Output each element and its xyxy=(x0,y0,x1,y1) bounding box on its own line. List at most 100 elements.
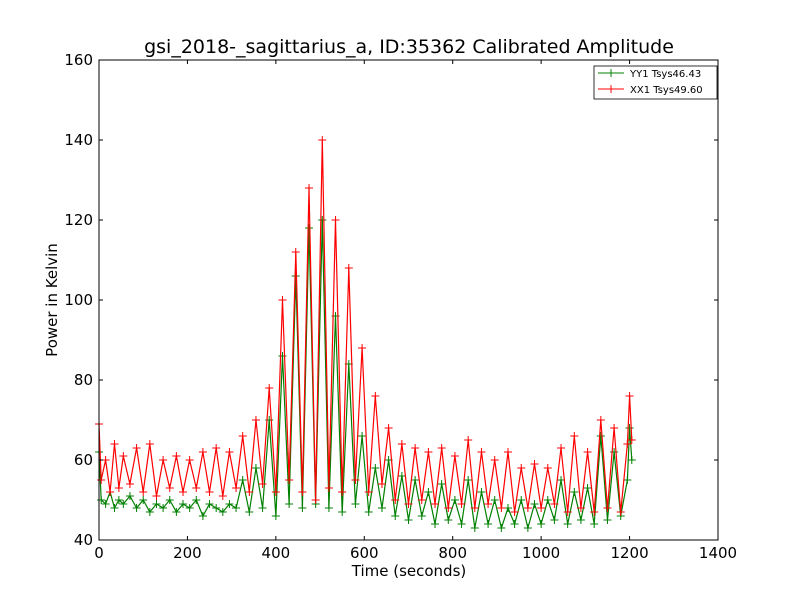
data-point-marker xyxy=(384,424,393,432)
data-point-marker xyxy=(159,456,168,464)
data-point-marker xyxy=(245,508,254,516)
x-tick-label: 0 xyxy=(94,544,104,562)
data-point-marker xyxy=(377,504,386,512)
data-point-marker xyxy=(101,500,110,508)
data-point-marker xyxy=(477,448,486,456)
data-point-marker xyxy=(583,484,592,492)
data-point-marker xyxy=(550,516,559,524)
data-point-marker xyxy=(563,508,572,516)
data-point-marker xyxy=(557,476,566,484)
x-tick-label: 1400 xyxy=(699,544,737,562)
data-point-marker xyxy=(576,504,585,512)
data-point-marker xyxy=(251,464,260,472)
data-point-marker xyxy=(510,520,519,528)
x-axis-label: Time (seconds) xyxy=(351,562,467,580)
data-point-marker xyxy=(145,508,154,516)
data-point-marker xyxy=(497,524,506,532)
data-point-marker xyxy=(285,476,294,484)
data-point-marker xyxy=(165,484,174,492)
data-point-marker xyxy=(139,496,148,504)
data-point-marker xyxy=(590,508,599,516)
data-point-marker xyxy=(503,448,512,456)
data-point-marker xyxy=(205,500,214,508)
data-point-marker xyxy=(623,440,632,448)
data-point-marker xyxy=(627,436,636,444)
data-point-marker xyxy=(218,508,227,516)
data-point-marker xyxy=(212,444,221,452)
data-point-marker xyxy=(490,496,499,504)
data-point-marker xyxy=(238,476,247,484)
data-point-marker xyxy=(484,500,493,508)
legend-marker-xx1: + xyxy=(606,82,616,96)
data-point-marker xyxy=(377,480,386,488)
data-point-marker xyxy=(218,492,227,500)
data-point-marker xyxy=(371,464,380,472)
data-point-marker xyxy=(523,524,532,532)
data-point-marker xyxy=(298,488,307,496)
data-point-marker xyxy=(358,432,367,440)
data-point-marker xyxy=(411,476,420,484)
data-point-marker xyxy=(477,488,486,496)
data-point-marker xyxy=(590,520,599,528)
data-point-marker xyxy=(464,476,473,484)
data-point-marker xyxy=(152,500,161,508)
data-point-marker xyxy=(212,504,221,512)
data-point-marker xyxy=(114,496,123,504)
data-point-marker xyxy=(510,508,519,516)
x-tick-label: 600 xyxy=(350,544,379,562)
data-point-marker xyxy=(251,416,260,424)
data-point-marker xyxy=(603,504,612,512)
data-point-marker xyxy=(417,512,426,520)
data-point-marker xyxy=(616,508,625,516)
data-point-marker xyxy=(285,500,294,508)
chart-title: gsi_2018-_sagittarius_a, ID:35362 Calibr… xyxy=(144,36,674,58)
data-point-marker xyxy=(537,504,546,512)
data-point-marker xyxy=(450,452,459,460)
data-point-marker xyxy=(119,452,128,460)
data-point-marker xyxy=(172,452,181,460)
x-axis-ticks: 0 200 400 600 800 1000 1200 1400 xyxy=(94,60,737,562)
data-point-marker xyxy=(530,500,539,508)
series-1 xyxy=(95,136,636,516)
data-point-marker xyxy=(110,440,119,448)
data-point-marker xyxy=(232,504,241,512)
data-point-marker xyxy=(517,496,526,504)
data-point-marker xyxy=(596,432,605,440)
data-point-marker xyxy=(338,508,347,516)
data-point-marker xyxy=(172,508,181,516)
x-tick-label: 400 xyxy=(262,544,291,562)
data-point-marker xyxy=(159,504,168,512)
data-point-marker xyxy=(258,480,267,488)
data-point-marker xyxy=(610,448,619,456)
data-point-marker xyxy=(444,516,453,524)
data-point-marker xyxy=(192,496,201,504)
data-point-marker xyxy=(397,440,406,448)
legend-label-xx1: XX1 Tsys49.60 xyxy=(630,85,703,96)
data-point-marker xyxy=(371,392,380,400)
y-tick-label: 140 xyxy=(64,131,93,149)
y-tick-label: 40 xyxy=(74,531,93,549)
data-point-marker xyxy=(298,504,307,512)
data-point-marker xyxy=(271,488,280,496)
data-point-marker xyxy=(311,496,320,504)
data-point-marker xyxy=(351,500,360,508)
data-point-marker xyxy=(437,480,446,488)
data-point-marker xyxy=(110,504,119,512)
data-point-marker xyxy=(444,504,453,512)
data-point-marker xyxy=(417,496,426,504)
data-point-marker xyxy=(358,344,367,352)
data-point-marker xyxy=(543,464,552,472)
data-point-marker xyxy=(625,392,634,400)
data-point-marker xyxy=(318,136,327,144)
data-point-marker xyxy=(424,488,433,496)
data-point-marker xyxy=(245,488,254,496)
data-point-marker xyxy=(570,488,579,496)
data-point-marker xyxy=(537,520,546,528)
data-point-marker xyxy=(132,504,141,512)
data-point-marker xyxy=(305,184,314,192)
data-point-marker xyxy=(258,504,267,512)
data-point-marker xyxy=(464,436,473,444)
x-tick-label: 1200 xyxy=(610,544,648,562)
data-point-marker xyxy=(563,520,572,528)
legend-marker-yy1: + xyxy=(606,66,616,80)
